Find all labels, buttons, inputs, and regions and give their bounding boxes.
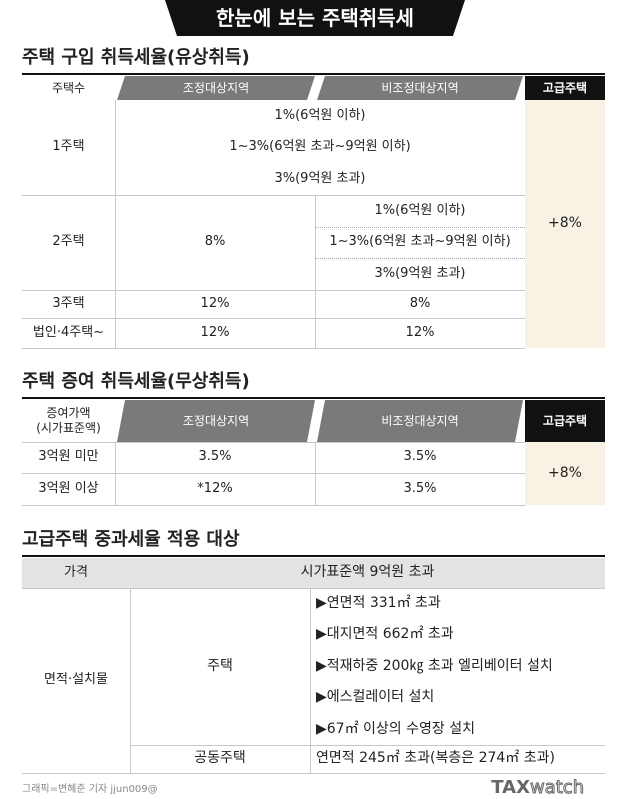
rule: [130, 588, 131, 773]
criteria-item: ▶적재하중 200㎏ 초과 엘리베이터 설치: [316, 657, 553, 674]
rule: [22, 588, 605, 589]
luxury-rate: +8%: [525, 100, 605, 348]
criteria-item: ▶연면적 331㎡ 초과: [316, 594, 441, 611]
row-label: 2주택: [52, 234, 85, 250]
rule: [115, 442, 116, 505]
rule: [115, 100, 116, 348]
row-label: 3억원 미만: [38, 449, 99, 465]
column-header: 고급주택: [525, 76, 605, 100]
column-header: 조정대상지역: [117, 400, 315, 442]
rule: [22, 348, 525, 349]
column-header: 비조정대상지역: [317, 76, 523, 100]
rate: 8%: [204, 234, 226, 250]
luxury-rate: +8%: [525, 442, 605, 505]
rule: [315, 195, 316, 348]
rule: [315, 226, 525, 228]
logo: watch: [530, 776, 585, 798]
rule: [310, 588, 311, 773]
row-label: 법인·4주택~: [32, 324, 105, 340]
rate: 1%(6억원 이하): [274, 107, 366, 123]
rate: 3%(9억원 초과): [274, 171, 366, 187]
rule: [22, 290, 525, 291]
section-title: 고급주택 중과세율 적용 대상: [22, 528, 240, 550]
rule: [22, 195, 525, 196]
rule: [22, 473, 525, 474]
criteria-item: ▶67㎡ 이상의 수영장 설치: [316, 720, 475, 737]
rule: [130, 745, 605, 746]
credit: 그래픽=변혜준 기자 jjun009@: [22, 783, 158, 795]
rule: [22, 73, 605, 75]
rate: 3%(9억원 초과): [374, 266, 466, 282]
rate: 1%(6억원 이하): [374, 202, 466, 218]
rate: *12%: [197, 480, 233, 496]
rule: [315, 442, 316, 505]
rate: 1~3%(6억원 초과~9억원 이하): [329, 234, 511, 250]
criteria-item: ▶에스컬레이터 설치: [316, 689, 435, 706]
criteria-value: 연면적 245㎡ 초과(복층은 274㎡ 초과): [316, 750, 555, 767]
row-label: 면적·설치물: [44, 672, 108, 688]
column-header: 증여가액 (시가표준액): [36, 406, 101, 435]
rule: [22, 397, 605, 399]
row-label: 공동주택: [194, 750, 246, 767]
rate: 12%: [405, 324, 435, 340]
rate: 1~3%(6억원 초과~9억원 이하): [229, 139, 411, 155]
rate: 8%: [409, 295, 431, 311]
rate: 12%: [200, 295, 230, 311]
section-title: 주택 증여 취득세율(무상취득): [22, 370, 250, 392]
rate: 12%: [200, 324, 230, 340]
rate: 3.5%: [403, 449, 437, 465]
logo: TAX: [491, 776, 530, 798]
section-title: 주택 구입 취득세율(유상취득): [22, 46, 250, 68]
column-header: 비조정대상지역: [317, 400, 523, 442]
rate: 3.5%: [403, 480, 437, 496]
rule: [22, 318, 525, 319]
criteria-value: 시가표준액 9억원 초과: [130, 558, 605, 588]
column-header: 조정대상지역: [117, 76, 315, 100]
row-label: 주택: [207, 657, 233, 674]
column-header: 고급주택: [525, 400, 605, 442]
rate: 3.5%: [198, 449, 232, 465]
rule: [22, 505, 525, 506]
row-label: 가격: [22, 558, 130, 588]
column-header: 주택수: [51, 80, 86, 95]
criteria-item: ▶대지면적 662㎡ 초과: [316, 626, 454, 643]
row-label: 3억원 이상: [38, 480, 99, 496]
page-title: 한눈에 보는 주택취득세: [165, 0, 465, 36]
row-label: 1주택: [52, 139, 85, 155]
rule: [22, 442, 525, 443]
rule: [22, 555, 605, 557]
row-label: 3주택: [52, 295, 85, 311]
rule: [22, 773, 605, 774]
rule: [315, 258, 525, 260]
